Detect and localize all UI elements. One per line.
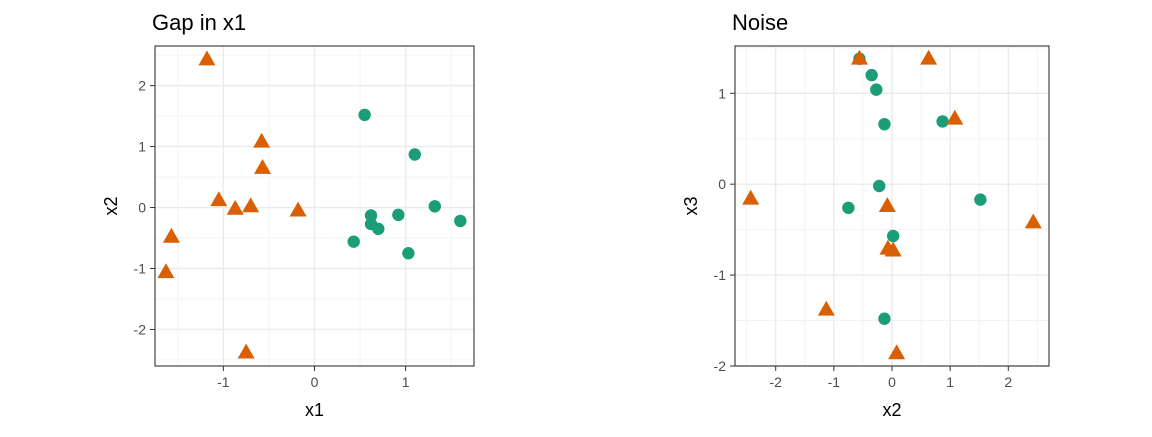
y-axis-title: x2 [101,196,121,215]
data-point-triangle [878,197,896,212]
data-point-circle [392,208,405,222]
data-point-circle [865,68,878,82]
y-tick-label: 2 [138,78,146,94]
data-point-circle [402,247,415,260]
data-point-triangle [162,227,180,243]
y-tick-label: 1 [718,85,726,101]
x-axis-title: x1 [305,400,324,420]
data-point-triangle [157,263,175,279]
y-tick-label: -1 [714,267,727,283]
y-axis-title: x3 [681,196,701,215]
y-tick-label: -2 [714,358,727,374]
y-tick-label: -2 [134,321,147,337]
y-tick-label: -1 [134,260,147,276]
data-point-circle [454,214,467,228]
data-point-circle [358,108,371,122]
data-point-triangle [1024,213,1042,229]
data-point-triangle [226,199,244,215]
x-tick-label: 0 [311,374,319,390]
data-point-triangle [210,191,228,207]
x-tick-label: 0 [888,374,896,390]
x-tick-label: -2 [769,374,782,390]
data-point-triangle [237,343,255,359]
data-point-triangle [253,132,271,148]
data-point-circle [364,209,378,222]
x-tick-label: 2 [1004,374,1012,390]
x-tick-label: -1 [828,374,841,390]
y-tick-label: 1 [138,139,146,155]
data-point-circle [974,193,987,206]
data-point-circle [408,148,421,161]
data-point-circle [878,312,891,325]
x-axis-title: x2 [882,400,901,420]
data-point-circle [428,200,442,213]
data-point-triangle [920,49,938,65]
panel-title: Gap in x1 [152,10,246,35]
data-point-triangle [742,189,760,205]
data-point-circle [936,115,949,128]
panel-noise: -2 -1 0 1 2 -2 -1 0 1 x2 x3 Noise [681,10,1050,420]
data-point-circle [873,179,886,193]
data-point-triangle [289,201,307,217]
data-point-triangle [242,197,260,213]
data-point-circle [842,201,855,215]
data-point-triangle [850,49,868,65]
data-point-triangle [946,109,964,125]
data-point-triangle [198,50,216,66]
data-point-circle [878,117,891,131]
panel-gap-in-x1: -1 0 1 -2 -1 0 1 2 x1 x2 Gap in x1 [101,10,475,420]
data-point-triangle [817,300,835,316]
data-point-circle [870,83,883,96]
x-tick-label: 1 [402,374,410,390]
y-tick-label: 0 [138,200,146,216]
data-point-triangle [884,241,902,257]
data-point-triangle [254,158,272,174]
x-tick-label: -1 [217,374,230,390]
data-point-triangle [888,344,906,360]
data-point-circle [347,235,360,248]
x-tick-label: 1 [946,374,954,390]
y-tick-label: 0 [718,176,726,192]
data-point-circle [372,222,385,236]
panel-title: Noise [732,10,788,35]
data-point-circle [886,229,900,243]
